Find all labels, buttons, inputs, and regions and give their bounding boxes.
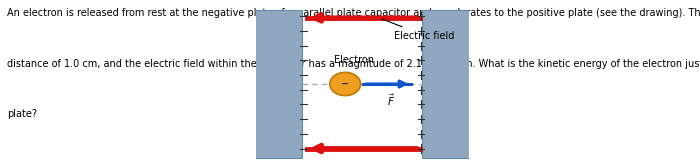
Text: plate?: plate? <box>7 109 37 119</box>
Text: Electric field: Electric field <box>382 19 455 41</box>
Bar <box>422 10 473 158</box>
Text: An electron is released from rest at the negative plate of a parallel plate capa: An electron is released from rest at the… <box>7 8 700 18</box>
Text: Electron: Electron <box>334 55 374 65</box>
Text: −: − <box>341 79 349 89</box>
Text: $\vec{F}$: $\vec{F}$ <box>387 92 395 108</box>
Circle shape <box>330 72 360 96</box>
Text: distance of 1.0 cm, and the electric field within the capacitor has a magnitude : distance of 1.0 cm, and the electric fie… <box>7 59 700 69</box>
Bar <box>251 10 302 158</box>
